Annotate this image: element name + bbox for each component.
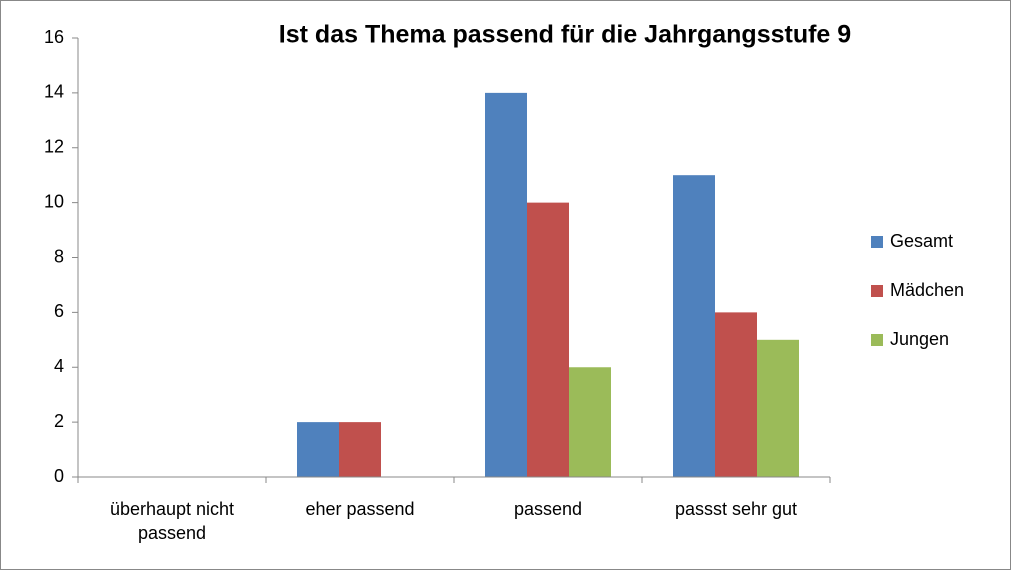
legend-label: Jungen [890,329,949,349]
bar [715,312,757,477]
y-tick-label: 16 [44,27,64,47]
y-tick-label: 6 [54,301,64,321]
legend-swatch [871,236,883,248]
y-tick-label: 2 [54,411,64,431]
bar [527,202,569,477]
chart-title: Ist das Thema passend für die Jahrgangss… [279,21,851,49]
legend-label: Gesamt [890,231,953,251]
y-tick-label: 10 [44,191,64,211]
bar [673,175,715,477]
legend-label: Mädchen [890,280,964,300]
legend-swatch [871,285,883,297]
bar [485,92,527,477]
y-tick-label: 0 [54,466,64,486]
y-tick-label: 14 [44,82,64,102]
x-tick-label: passend [513,499,583,519]
bar [757,339,799,477]
y-tick-label: 8 [54,246,64,266]
x-tick-label: passst sehr gut [674,499,798,519]
legend-swatch [871,334,883,346]
x-tick-label: eher passend [305,499,415,519]
bar [297,422,339,477]
y-tick-label: 4 [54,356,64,376]
bar [569,367,611,477]
bar [339,422,381,477]
x-tick-label: überhaupt nicht passend [109,499,235,543]
y-tick-label: 12 [44,137,64,157]
